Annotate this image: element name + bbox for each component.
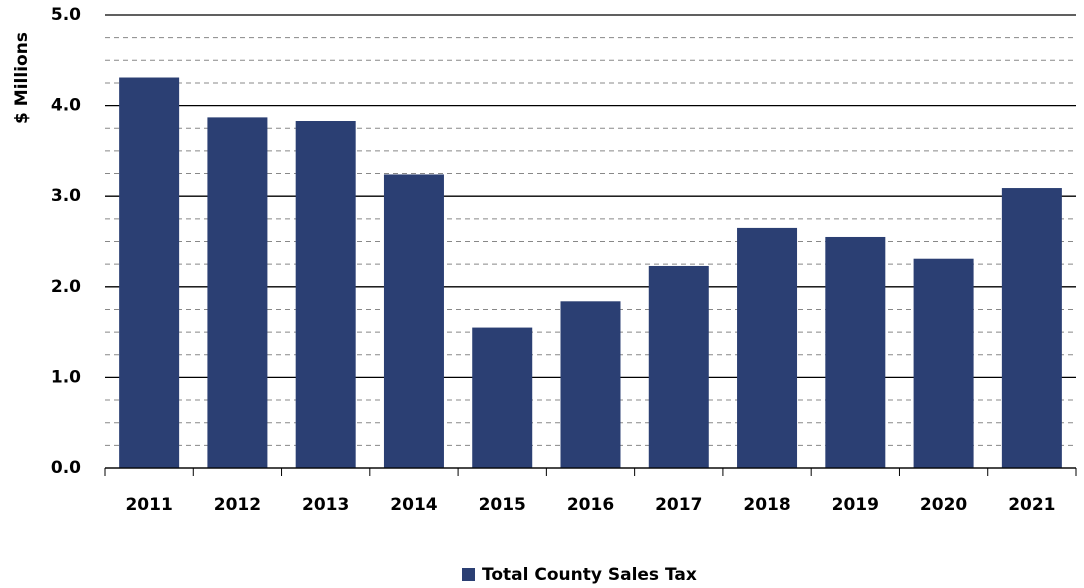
bar — [295, 121, 356, 468]
bar — [383, 174, 444, 468]
y-axis-label: $ Millions — [12, 32, 32, 124]
x-tick-label: 2017 — [655, 495, 702, 515]
bar — [913, 258, 974, 468]
y-tick-label: 2.0 — [51, 277, 81, 297]
x-tick-label: 2016 — [567, 495, 614, 515]
bar — [119, 77, 180, 468]
x-tick-label: 2021 — [1008, 495, 1055, 515]
legend-label: Total County Sales Tax — [482, 565, 697, 585]
y-tick-label: 5.0 — [51, 5, 81, 25]
x-tick-label: 2015 — [479, 495, 526, 515]
x-tick-label: 2012 — [214, 495, 261, 515]
x-tick-label: 2014 — [390, 495, 437, 515]
bar — [472, 327, 533, 468]
y-tick-label: 4.0 — [51, 96, 81, 116]
x-tick-label: 2019 — [832, 495, 879, 515]
y-tick-label: 0.0 — [51, 458, 81, 478]
x-tick-label: 2018 — [743, 495, 790, 515]
x-tick-label: 2020 — [920, 495, 967, 515]
bar — [825, 236, 886, 468]
x-tick-label: 2013 — [302, 495, 349, 515]
bar — [737, 227, 798, 468]
y-tick-label: 1.0 — [51, 367, 81, 387]
legend-swatch — [462, 568, 475, 581]
bar — [207, 117, 268, 469]
bar — [560, 301, 621, 468]
bar — [1001, 188, 1062, 468]
bar — [648, 265, 709, 468]
x-tick-label: 2011 — [125, 495, 172, 515]
y-tick-label: 3.0 — [51, 186, 81, 206]
